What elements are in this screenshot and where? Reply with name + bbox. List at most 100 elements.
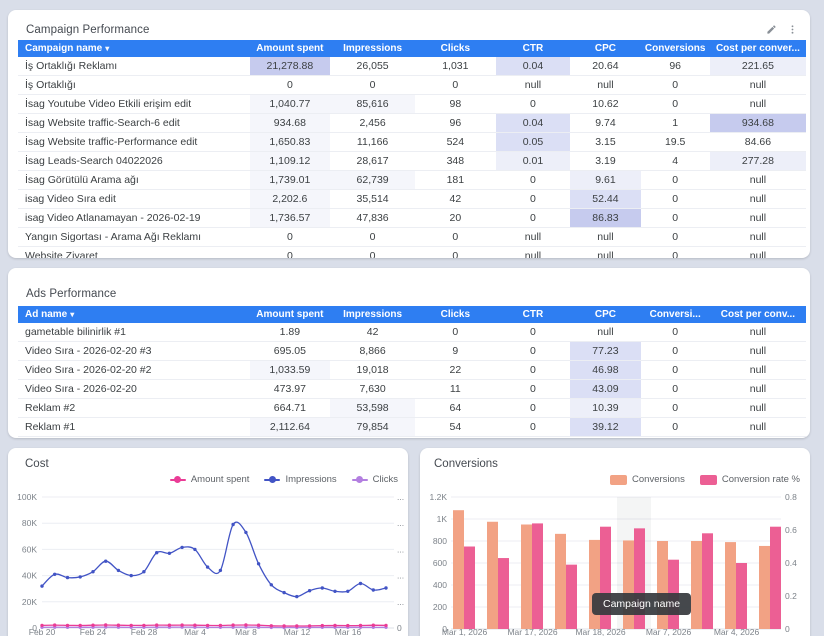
cell-value: 3.19 — [570, 151, 641, 171]
cell-value: 0 — [640, 170, 710, 190]
bar-group[interactable] — [725, 542, 747, 629]
cell-value: 46.98 — [570, 360, 641, 380]
cell-value: 0 — [415, 227, 496, 247]
table-row[interactable]: Website Ziyaret 0 0 0 null null 0 null — [18, 246, 806, 258]
table-row[interactable]: İsag Website traffic-Performance edit 1,6… — [18, 132, 806, 152]
conversions-bar — [759, 545, 770, 629]
cell-value: 0 — [495, 360, 571, 380]
campaign-card-header: Campaign Performance — [8, 10, 810, 40]
y-axis-label: 1K — [437, 514, 448, 524]
cell-value: 0 — [495, 379, 571, 399]
cell-value: 1,650.83 — [249, 132, 331, 152]
conversion-rate-bar — [566, 564, 577, 629]
cell-value: null — [709, 341, 806, 361]
column-header-cpc[interactable]: CPC — [570, 40, 641, 57]
column-header-amount-spent[interactable]: Amount spent — [249, 306, 331, 323]
table-row[interactable]: İş Ortaklığı 0 0 0 null null 0 null — [18, 75, 806, 95]
bar-group[interactable] — [521, 523, 543, 629]
bar-group[interactable] — [691, 533, 713, 629]
cell-value: null — [709, 246, 806, 258]
x-axis-label: Mar 16 — [335, 627, 362, 636]
bar-group[interactable] — [657, 541, 679, 629]
legend-item[interactable]: Clicks — [351, 474, 398, 485]
column-header-clicks[interactable]: Clicks — [415, 40, 496, 57]
column-header-amount-spent[interactable]: Amount spent — [249, 40, 331, 57]
x-axis-label: Mar 4, 2026 — [714, 627, 760, 636]
bar-group[interactable] — [623, 528, 645, 629]
column-header-ad-name[interactable]: Ad name ▾ — [18, 306, 250, 323]
cell-value: 0 — [495, 189, 571, 209]
column-header-conversi[interactable]: Conversi... — [640, 306, 710, 323]
cell-value: 1,031 — [415, 57, 496, 76]
column-header-impressions[interactable]: Impressions — [330, 40, 416, 57]
cell-value: 473.97 — [249, 379, 331, 399]
bar-group[interactable] — [589, 526, 611, 629]
legend-item[interactable]: Impressions — [264, 474, 337, 485]
table-row[interactable]: İsag Görütülü Arama ağı 1,739.01 62,739 181… — [18, 170, 806, 190]
table-row[interactable]: Reklam #1 2,112.64 79,854 54 0 39.12 0 null — [18, 417, 806, 437]
cell-value: 221.65 — [709, 57, 806, 76]
y-axis-label: 1.2K — [430, 492, 448, 502]
cell-value: 28,617 — [330, 151, 416, 171]
table-row[interactable]: İsag Website traffic-Search-6 edit 934.68… — [18, 113, 806, 133]
column-header-cost-per-conv[interactable]: Cost per conv... — [709, 306, 806, 323]
cell-value: 11,166 — [330, 132, 416, 152]
column-header-cpc[interactable]: CPC — [570, 306, 641, 323]
cell-value: 42 — [330, 323, 416, 342]
campaign-table: Campaign name ▾ Amount spent Impressions Cli… — [18, 40, 806, 258]
legend-item[interactable]: Conversions — [610, 474, 685, 485]
bar-group[interactable] — [555, 533, 577, 629]
legend-marker-icon — [169, 476, 186, 483]
legend-item[interactable]: Amount spent — [169, 474, 249, 485]
y-axis-right-label: ... — [397, 492, 404, 502]
column-header-ctr[interactable]: CTR — [495, 306, 571, 323]
table-row[interactable]: İsag Youtube Video Etkili erişim edit 1,0… — [18, 94, 806, 114]
cell-name: İsag Website traffic-Search-6 edit — [18, 113, 250, 133]
table-row[interactable]: Video Sıra - 2026-02-20 #2 1,033.59 19,018… — [18, 360, 806, 380]
cell-value: 934.68 — [249, 113, 331, 133]
y-axis-right-label: 0.6 — [785, 525, 797, 535]
cell-value: 0 — [640, 360, 710, 380]
cell-value: 52.44 — [570, 189, 641, 209]
sort-arrow-icon: ▾ — [105, 44, 110, 53]
column-header-conversions[interactable]: Conversions — [640, 40, 710, 57]
table-row[interactable]: gametable bilinirlik #1 1.89 42 0 0 null 0 null — [18, 323, 806, 342]
edit-icon[interactable] — [764, 23, 779, 36]
more-options-icon[interactable] — [785, 23, 800, 36]
cell-value: 0 — [640, 189, 710, 209]
cell-name: Video Sıra - 2026-02-20 — [18, 379, 250, 399]
conversion-rate-bar — [498, 558, 509, 629]
column-header-campaign-name[interactable]: Campaign name ▾ — [18, 40, 250, 57]
legend-marker-icon — [610, 474, 628, 485]
table-row[interactable]: İsag Leads-Search 04022026 1,109.12 28,617… — [18, 151, 806, 171]
table-row[interactable]: isag Video Atlanamayan - 2026-02-19 1,736… — [18, 208, 806, 228]
cell-value: 20.64 — [570, 57, 641, 76]
cell-name: Video Sıra - 2026-02-20 #2 — [18, 360, 250, 380]
column-header-impressions[interactable]: Impressions — [330, 306, 416, 323]
x-axis-label: Feb 20 — [29, 627, 56, 636]
bar-group[interactable] — [759, 526, 781, 629]
bar-group[interactable] — [453, 510, 475, 629]
cell-name: isag Video Sıra edit — [18, 189, 250, 209]
cell-value: 0 — [495, 208, 571, 228]
x-axis-label: Mar 12 — [284, 627, 311, 636]
table-row[interactable]: İş Ortaklığı Reklamı 21,278.88 26,055 1,031… — [18, 57, 806, 76]
legend-item[interactable]: Conversion rate % — [699, 474, 800, 485]
column-header-clicks[interactable]: Clicks — [415, 306, 496, 323]
cell-value: 42 — [415, 189, 496, 209]
cell-value: 0.04 — [495, 113, 571, 133]
column-header-ctr[interactable]: CTR — [495, 40, 571, 57]
table-row[interactable]: Yangın Sigortası - Arama Ağı Reklamı 0 0 0 n… — [18, 227, 806, 247]
column-header-cost-per-conver[interactable]: Cost per conver... — [709, 40, 806, 57]
table-row[interactable]: Video Sıra - 2026-02-20 473.97 7,630 11 0 43.… — [18, 379, 806, 399]
cost-chart-legend: Amount spent Impressions Clicks — [169, 474, 398, 485]
bar-group[interactable] — [487, 521, 509, 629]
legend-dot-icon — [356, 476, 364, 483]
table-row[interactable]: Reklam #2 664.71 53,598 64 0 10.39 0 null — [18, 398, 806, 418]
table-row[interactable]: Video Sıra - 2026-02-20 #3 695.05 8,866 9 0 7… — [18, 341, 806, 361]
table-row[interactable]: isag Video Sıra edit 2,202.6 35,514 42 0 52.4… — [18, 189, 806, 209]
cell-value: 1,736.57 — [249, 208, 331, 228]
cell-value: 19.5 — [640, 132, 710, 152]
